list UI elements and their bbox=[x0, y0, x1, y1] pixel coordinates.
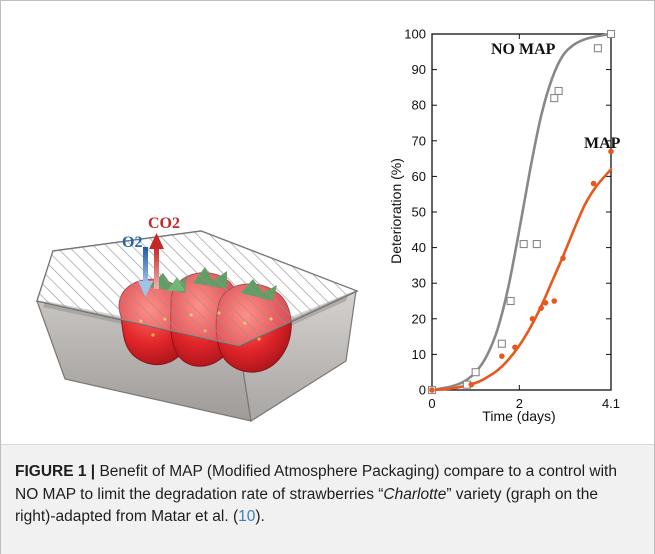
reference-link[interactable]: 10 bbox=[238, 508, 256, 525]
series-label-map: MAP bbox=[584, 135, 621, 152]
y-tick-label: 10 bbox=[412, 347, 426, 362]
film-lid bbox=[36, 230, 359, 347]
data-point-map bbox=[608, 148, 614, 155]
o2-arrow bbox=[138, 247, 153, 297]
variety-name: Charlotte bbox=[383, 485, 447, 503]
y-tick-label: 30 bbox=[412, 276, 426, 291]
y-tick-label: 90 bbox=[412, 62, 426, 77]
packaging-illustration: O2 CO2 bbox=[36, 215, 359, 422]
data-point-no-map bbox=[550, 94, 559, 103]
y-tick-label: 20 bbox=[412, 311, 426, 326]
co2-label: CO2 bbox=[148, 215, 180, 232]
series-line-no-map bbox=[430, 32, 613, 392]
series-markers bbox=[427, 29, 616, 395]
series-label-no-map: NO MAP bbox=[491, 41, 556, 58]
data-point-no-map bbox=[497, 339, 506, 348]
y-tick-label: 40 bbox=[412, 240, 426, 255]
y-tick-label: 50 bbox=[412, 205, 426, 220]
data-point-map bbox=[590, 180, 597, 187]
data-point-map bbox=[560, 255, 566, 262]
caption-part-2: ” variety (graph on the right)-adapted f… bbox=[15, 485, 598, 526]
x-axis-label: Time (days) bbox=[482, 408, 555, 424]
data-point-map bbox=[429, 387, 435, 393]
y-tick-label: 60 bbox=[412, 169, 426, 184]
y-axis-label: Deterioration (%) bbox=[388, 158, 404, 264]
caption-text: FIGURE 1 | Benefit of MAP (Modified Atmo… bbox=[1, 445, 654, 529]
y-axis-ticks: 0 10 20 30 40 50 60 70 80 90 100 bbox=[404, 27, 611, 398]
co2-arrow bbox=[149, 233, 164, 289]
caption-part-1: Benefit of MAP (Modified Atmosphere Pack… bbox=[15, 463, 617, 503]
data-point-no-map bbox=[606, 29, 616, 39]
x-axis-ticks: 0 2 4.1 bbox=[428, 34, 620, 411]
x-tick-label: 2 bbox=[516, 396, 523, 411]
y-tick-label: 80 bbox=[412, 98, 426, 113]
data-point-map bbox=[538, 305, 544, 311]
figure-caption: FIGURE 1 | Benefit of MAP (Modified Atmo… bbox=[1, 444, 654, 554]
caption-part-3: ). bbox=[255, 508, 265, 525]
data-point-no-map bbox=[532, 239, 541, 249]
data-point-map bbox=[512, 344, 518, 351]
data-point-map bbox=[529, 316, 536, 322]
data-point-map bbox=[499, 353, 505, 359]
x-tick-label: 4.1 bbox=[602, 396, 620, 411]
data-point-no-map bbox=[519, 239, 528, 249]
y-tick-label: 70 bbox=[412, 133, 426, 148]
figure-label: FIGURE 1 | bbox=[15, 463, 96, 480]
data-point-no-map bbox=[471, 368, 480, 377]
series-curves bbox=[430, 32, 613, 392]
o2-label: O2 bbox=[122, 234, 142, 251]
y-tick-label: 0 bbox=[419, 383, 426, 398]
data-point-map bbox=[551, 298, 558, 304]
data-point-map bbox=[468, 381, 475, 388]
data-point-map bbox=[542, 299, 549, 306]
data-point-no-map bbox=[506, 296, 515, 306]
y-tick-label: 100 bbox=[404, 27, 426, 42]
series-line-map bbox=[430, 168, 613, 392]
x-tick-label: 0 bbox=[428, 396, 435, 411]
data-point-no-map bbox=[593, 44, 602, 53]
data-point-no-map bbox=[554, 86, 563, 96]
